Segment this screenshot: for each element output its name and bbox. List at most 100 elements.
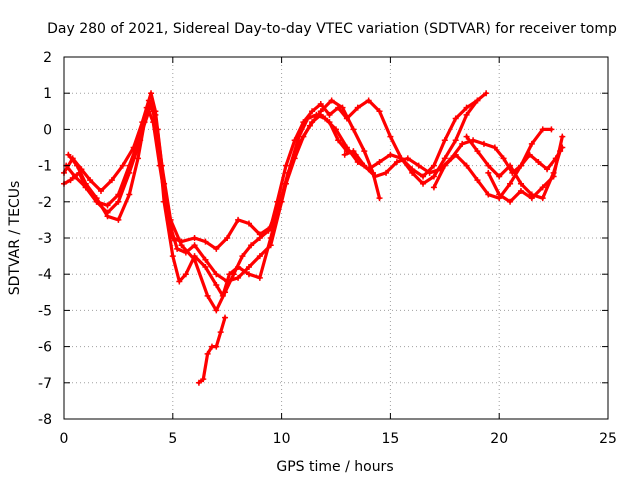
data-point [115,191,122,198]
data-point [191,256,198,263]
data-point [420,180,427,187]
series-arc-i [485,133,566,205]
data-point [376,158,383,165]
data-point [115,216,122,223]
data-point [339,104,346,111]
series-arc-e [195,314,229,386]
y-axis-label: SDTVAR / TECUs [7,181,23,296]
data-point [213,271,220,278]
data-point [304,115,311,122]
data-point [535,158,542,165]
series-line [197,316,227,385]
data-point [309,119,316,126]
y-tick-label: -4 [38,267,52,283]
data-point [97,187,104,194]
y-tick-label: -6 [38,340,52,356]
data-point [317,101,324,108]
data-point [393,158,400,165]
data-point [248,242,255,249]
data-point [217,329,224,336]
data-point [191,242,198,249]
data-point [341,151,348,158]
data-point [169,253,176,260]
data-point [430,173,437,180]
data-point [350,148,357,155]
y-tick-label: 1 [43,86,52,102]
data-point [245,271,252,278]
data-point [376,195,383,202]
data-point [202,263,209,270]
data-point [202,256,209,263]
data-point [152,111,159,118]
data-point [67,177,74,184]
data-point [350,126,357,133]
x-tick-label: 25 [599,431,617,447]
data-point [267,235,274,241]
data-point [274,206,281,213]
data-point [191,235,198,241]
data-point [245,220,252,227]
series-layer [61,90,566,386]
data-point [65,151,72,158]
data-point [224,235,231,241]
x-tick-label: 5 [168,431,177,447]
data-point [202,238,209,245]
data-point [528,195,535,202]
data-point [213,307,220,314]
data-point [78,166,85,173]
data-point [222,289,229,296]
data-point [354,104,361,111]
data-point [485,191,492,198]
data-point [222,314,229,321]
data-point [93,195,100,202]
y-tick-label: 2 [43,50,52,66]
data-point [491,144,498,151]
data-point [463,104,470,111]
data-point [256,235,263,241]
data-point [309,108,316,115]
data-point [282,180,289,187]
y-tick-label: -2 [38,195,52,211]
data-point [213,343,220,350]
chart-title: Day 280 of 2021, Sidereal Day-to-day VTE… [47,21,617,37]
data-point [145,97,152,104]
x-tick-label: 20 [490,431,508,447]
data-point [452,115,459,122]
x-axis-label: GPS time / hours [276,459,393,475]
series-arc-f [341,137,566,180]
data-point [204,292,211,299]
data-point [195,379,202,386]
data-point [376,108,383,115]
data-point [372,173,379,180]
data-point [213,282,220,289]
data-point [539,126,546,133]
data-point [452,137,459,144]
x-axis-ticks: 0 5 10 15 20 25 [60,57,617,447]
data-point [178,242,185,249]
y-axis-ticks: -8 -7 -6 -5 -4 -3 -2 -1 0 1 2 [38,50,608,428]
x-tick-label: 10 [273,431,291,447]
data-point [550,173,557,180]
data-point [126,162,133,169]
data-point [361,162,368,169]
data-point [328,97,335,104]
data-point [463,111,470,118]
data-point [507,162,514,169]
data-point [409,166,416,173]
data-point [517,187,524,194]
data-point [87,177,94,184]
data-point [213,245,220,252]
data-point [496,173,503,180]
data-point [441,162,448,169]
data-point [426,169,433,176]
data-point [517,162,524,169]
data-point [539,184,546,191]
data-point [167,216,174,223]
series-line [64,98,479,283]
y-tick-label: -7 [38,376,52,392]
data-point [365,97,372,104]
data-point [108,177,115,184]
data-point [265,227,272,234]
data-point [335,137,342,144]
data-point [126,191,133,198]
